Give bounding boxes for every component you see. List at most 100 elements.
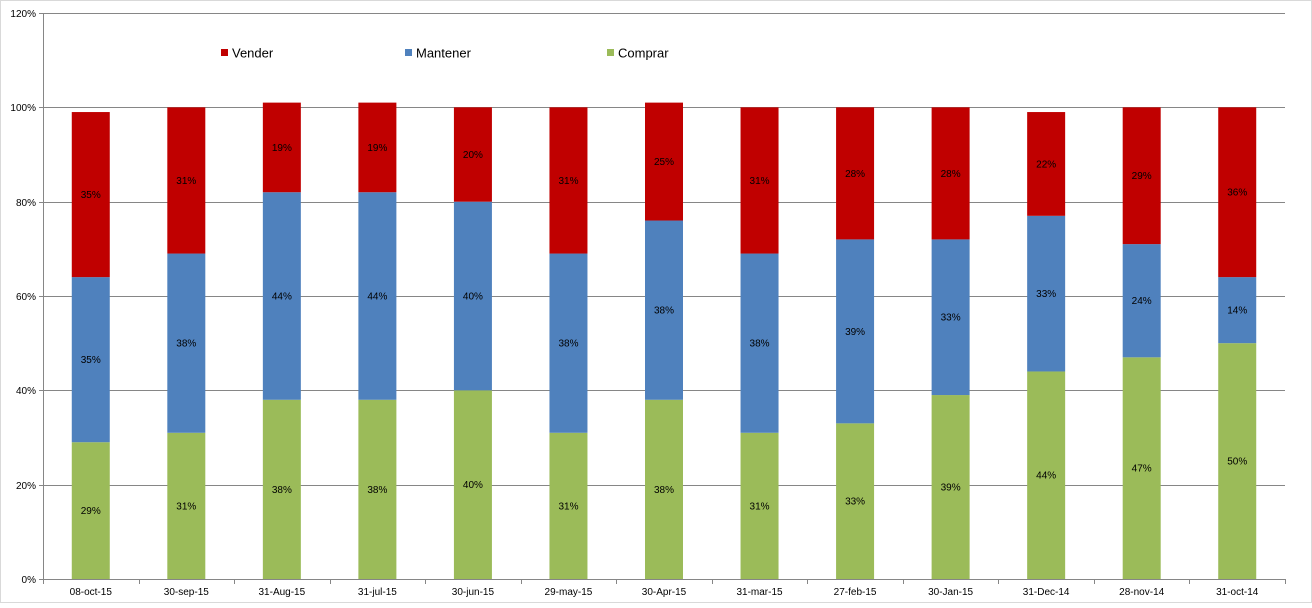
data-label-mantener: 44% [272,292,292,303]
axes: 0% 20% 40% 60% 80% 100% 120% 08-oct-15 30-sep-15… [10,9,1286,598]
data-label-mantener: 35% [81,355,101,366]
data-label-vender: 36% [1227,188,1247,199]
bar-mantener [262,192,301,400]
y-tick-label: 0% [22,575,37,586]
bar-mantener [549,253,588,433]
data-label-comprar: 44% [1036,471,1056,482]
data-label-mantener: 33% [941,313,961,324]
x-tick-label: 31-oct-14 [1216,587,1259,598]
data-label-vender: 28% [845,169,865,180]
bar-vender [645,102,683,221]
data-label-mantener: 24% [1132,296,1152,307]
bar-comprar [931,395,970,579]
bar-comprar [358,399,397,579]
legend: Vender Mantener Comprar [221,46,669,61]
data-label-mantener: 38% [750,339,770,350]
data-label-mantener: 38% [654,306,674,317]
data-label-mantener: 40% [463,292,483,303]
legend-label-comprar: Comprar [618,46,669,61]
data-label-mantener: 38% [176,339,196,350]
bar-vender [1122,107,1161,245]
bar-comprar [71,442,110,579]
x-tick-label: 31-mar-15 [736,587,783,598]
data-label-mantener: 33% [1036,289,1056,300]
data-label-comprar: 40% [463,480,483,491]
bar-mantener [358,192,397,400]
data-label-vender: 31% [558,176,578,187]
data-label-comprar: 38% [654,485,674,496]
bar-vender [836,107,875,240]
bar-comprar [645,399,683,579]
bar-comprar [1218,343,1257,579]
data-label-vender: 35% [81,190,101,201]
bar-vender [358,102,397,193]
data-label-vender: 19% [367,143,387,154]
legend-swatch-mantener [405,49,412,56]
x-tick-label: 31-Aug-15 [258,587,305,598]
y-tick-label: 120% [10,9,36,20]
y-tick-label: 80% [16,198,36,209]
data-label-mantener: 14% [1227,306,1247,317]
bar-comprar [1122,357,1161,579]
y-tick-label: 100% [10,103,36,114]
x-tick-label: 08-oct-15 [70,587,113,598]
bar-mantener [453,201,492,391]
bar-vender [262,102,301,193]
bar-mantener [645,220,683,400]
data-label-comprar: 31% [558,501,578,512]
data-label-comprar: 47% [1132,464,1152,475]
bar-vender [1027,112,1066,216]
bar-comprar [453,390,492,579]
legend-label-mantener: Mantener [416,46,472,61]
data-label-vender: 22% [1036,159,1056,170]
data-label-comprar: 38% [272,485,292,496]
bar-comprar [740,432,779,579]
data-label-comprar: 31% [176,501,196,512]
data-label-mantener: 38% [558,339,578,350]
bar-mantener [836,239,875,424]
bar-vender [167,107,206,254]
x-tick-label: 28-nov-14 [1119,587,1164,598]
bar-vender [931,107,970,240]
legend-swatch-comprar [607,49,614,56]
data-label-comprar: 50% [1227,457,1247,468]
data-label-comprar: 38% [367,485,387,496]
bar-comprar [549,432,588,579]
data-label-mantener: 44% [367,292,387,303]
y-tick-label: 20% [16,481,36,492]
bars: 29% 35% 35% 31% 38% 31% 38% 44% 19% 38% 44% 19% 40% 4… [71,102,1257,579]
y-tick-label: 40% [16,386,36,397]
bar-mantener [1218,277,1257,344]
bar-mantener [740,253,779,433]
bar-vender [71,112,110,278]
data-label-vender: 25% [654,157,674,168]
bar-mantener [931,239,970,396]
data-label-vender: 19% [272,143,292,154]
y-tick-label: 60% [16,292,36,303]
x-tick-label: 30-Jan-15 [928,587,973,598]
x-tick-label: 31-Dec-14 [1023,587,1070,598]
bar-vender [549,107,588,254]
bar-mantener [1122,244,1161,358]
x-tick-label: 27-feb-15 [834,587,877,598]
x-tick-label: 29-may-15 [545,587,593,598]
bar-mantener [167,253,206,433]
legend-label-vender: Vender [232,46,274,61]
bar-mantener [71,277,110,443]
x-tick-label: 30-sep-15 [164,587,209,598]
data-label-mantener: 39% [845,327,865,338]
bar-comprar [836,423,875,579]
bar-vender [453,107,492,202]
data-label-vender: 20% [463,150,483,161]
x-tick-label: 31-jul-15 [358,587,397,598]
data-label-vender: 31% [176,176,196,187]
data-label-vender: 28% [941,169,961,180]
bar-vender [1218,107,1257,278]
legend-swatch-vender [221,49,228,56]
data-label-comprar: 33% [845,497,865,508]
bar-comprar [262,399,301,579]
data-label-comprar: 39% [941,483,961,494]
bar-mantener [1027,215,1066,372]
